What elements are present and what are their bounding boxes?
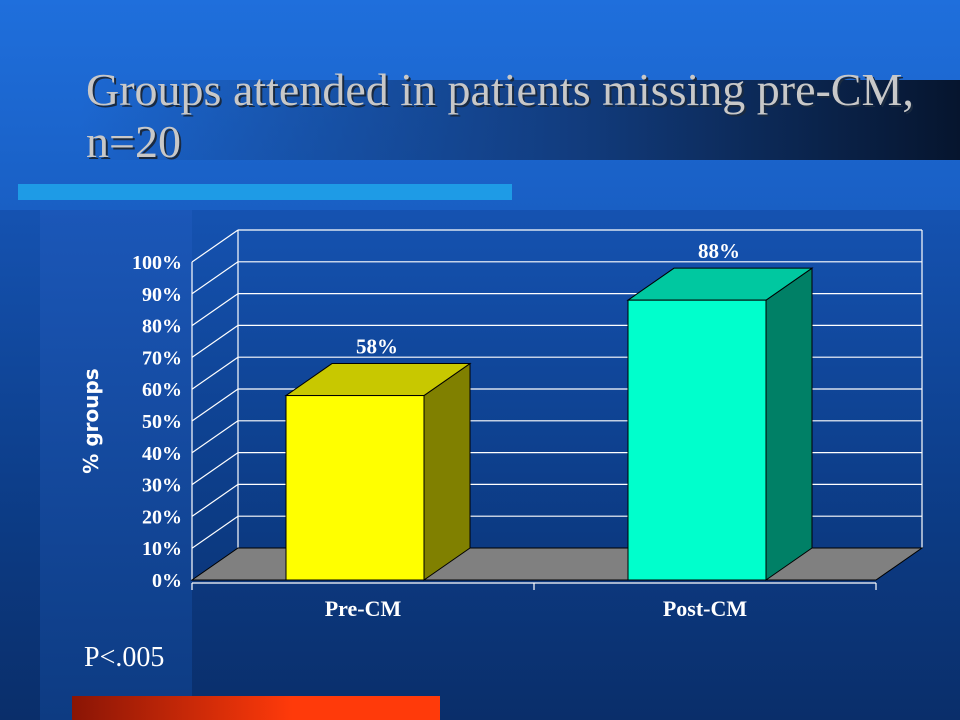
gridline-side [191, 293, 239, 327]
gridline-side [191, 515, 239, 549]
gridline-side [191, 261, 239, 295]
y-tick-label: 90% [142, 284, 182, 306]
y-tick-label: 50% [142, 411, 182, 433]
gridline-side [191, 452, 239, 486]
gridline-side [191, 356, 239, 390]
accent-bar [18, 184, 512, 200]
y-tick-label: 100% [132, 252, 182, 274]
gridline-side [191, 483, 239, 517]
y-tick-label: 80% [142, 316, 182, 338]
bar [627, 299, 767, 581]
y-tick-label: 20% [142, 506, 182, 528]
y-tick-label: 60% [142, 379, 182, 401]
x-tick-label: Pre-CM [325, 596, 402, 621]
y-tick-label: 0% [152, 570, 182, 592]
gridline-side [191, 420, 239, 454]
y-tick-label: 70% [142, 347, 182, 369]
data-label: 88% [698, 239, 740, 263]
bar-side [765, 267, 813, 581]
y-tick-label: 30% [142, 475, 182, 497]
y-tick-label: 10% [142, 538, 182, 560]
data-label: 58% [356, 335, 398, 359]
bottom-accent-bar [72, 696, 440, 720]
gridline-side [191, 324, 239, 358]
gridline-side [191, 229, 239, 263]
slide-title: Groups attended in patients missing pre-… [86, 64, 914, 167]
x-tick-label: Post-CM [663, 596, 748, 621]
bar-side [423, 362, 471, 581]
y-axis-title: % groups [79, 368, 103, 473]
title-shadow-band [80, 80, 960, 160]
left-panel [40, 210, 192, 720]
bar [285, 395, 425, 581]
gridline-side [191, 388, 239, 422]
p-value-note: P<.005 [84, 642, 165, 673]
y-tick-label: 40% [142, 443, 182, 465]
